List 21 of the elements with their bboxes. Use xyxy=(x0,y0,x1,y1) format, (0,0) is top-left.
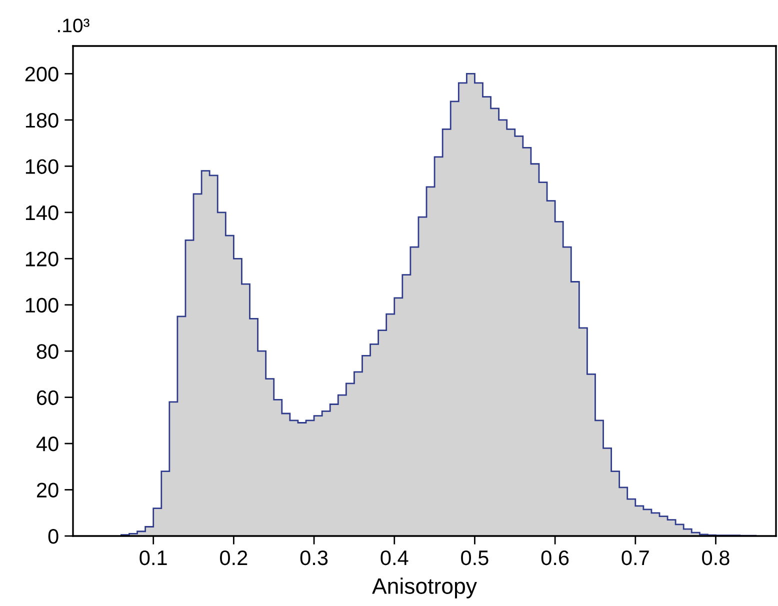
y-tick-label: 160 xyxy=(26,159,58,174)
y-tick-label: 0 xyxy=(48,529,58,544)
x-tick-label: 0.1 xyxy=(140,550,167,566)
y-tick-label: 80 xyxy=(36,344,58,359)
x-tick-label: 0.2 xyxy=(220,550,248,566)
x-tick-label: 0.8 xyxy=(702,550,730,566)
y-tick-label: 60 xyxy=(37,390,58,406)
x-tick-label: 0.7 xyxy=(622,550,649,566)
y-tick-label: 200 xyxy=(25,66,58,82)
x-tick-label: 0.6 xyxy=(541,550,569,566)
text: .10³ xyxy=(58,18,90,32)
y-tick-label: 40 xyxy=(36,436,58,452)
y-tick-label: 140 xyxy=(26,205,58,220)
y-tick-label: 180 xyxy=(26,112,58,128)
x-tick-label: 0.5 xyxy=(461,550,488,566)
y-tick-label: 100 xyxy=(26,298,58,313)
x-tick-label: 0.3 xyxy=(300,550,328,566)
y-tick-label: 120 xyxy=(26,252,58,266)
y-tick-label: 20 xyxy=(36,482,58,498)
x-axis-title: Anisotropy xyxy=(372,578,477,598)
x-tick-label: 0.4 xyxy=(380,550,408,566)
